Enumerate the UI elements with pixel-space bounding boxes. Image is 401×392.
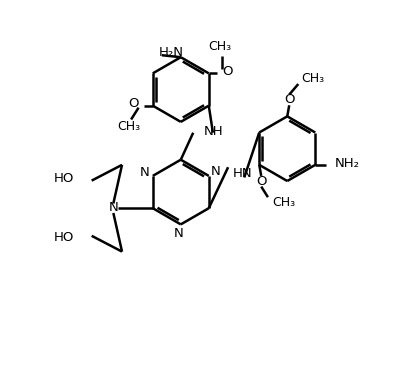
Text: O: O	[256, 175, 267, 188]
Text: N: N	[174, 227, 184, 240]
Text: O: O	[284, 93, 294, 106]
Text: N: N	[140, 166, 150, 179]
Text: H₂N: H₂N	[159, 46, 184, 59]
Text: N: N	[109, 201, 118, 214]
Text: O: O	[128, 97, 139, 110]
Text: N: N	[211, 165, 221, 178]
Text: CH₃: CH₃	[209, 40, 232, 53]
Text: CH₃: CH₃	[301, 72, 324, 85]
Text: NH₂: NH₂	[335, 157, 360, 170]
Text: HO: HO	[54, 231, 74, 244]
Text: HO: HO	[54, 172, 74, 185]
Text: CH₃: CH₃	[117, 120, 140, 133]
Text: CH₃: CH₃	[272, 196, 295, 209]
Text: NH: NH	[204, 125, 224, 138]
Text: O: O	[222, 65, 233, 78]
Text: HN: HN	[233, 167, 252, 180]
